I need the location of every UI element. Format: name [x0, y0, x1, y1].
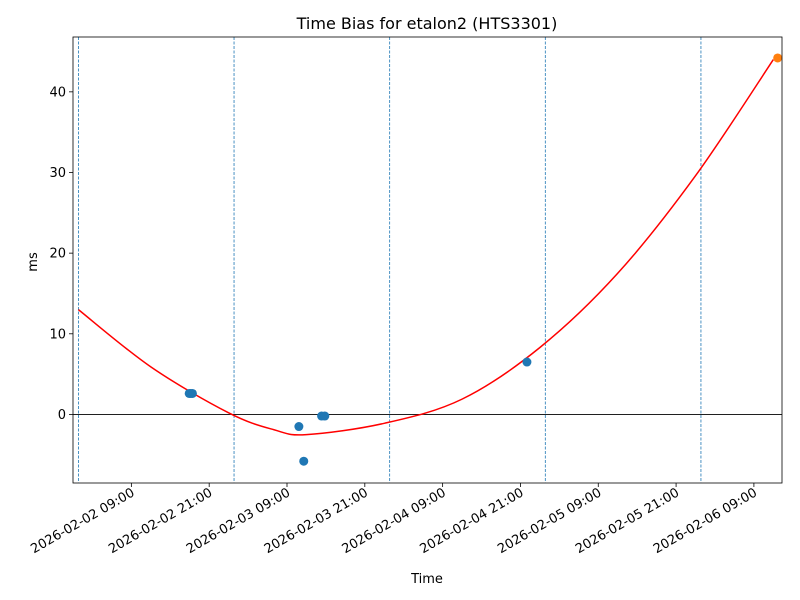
y-tick-label: 10 [49, 327, 66, 342]
y-tick-label: 0 [58, 408, 66, 423]
predicted-point [773, 53, 783, 63]
fit-curve-line [77, 59, 774, 436]
y-axis-label: ms [26, 252, 41, 272]
plot-frame [72, 36, 783, 484]
x-axis-label: Time [410, 572, 443, 587]
y-tick-label: 20 [49, 247, 66, 262]
data-point [187, 388, 197, 398]
data-point [522, 357, 532, 367]
data-point [299, 456, 309, 466]
data-point [294, 422, 304, 432]
y-tick-label: 30 [49, 166, 66, 181]
chart-title: Time Bias for etalon2 (HTS3301) [296, 14, 558, 33]
y-tick-label: 40 [49, 85, 66, 100]
data-point [320, 411, 330, 421]
